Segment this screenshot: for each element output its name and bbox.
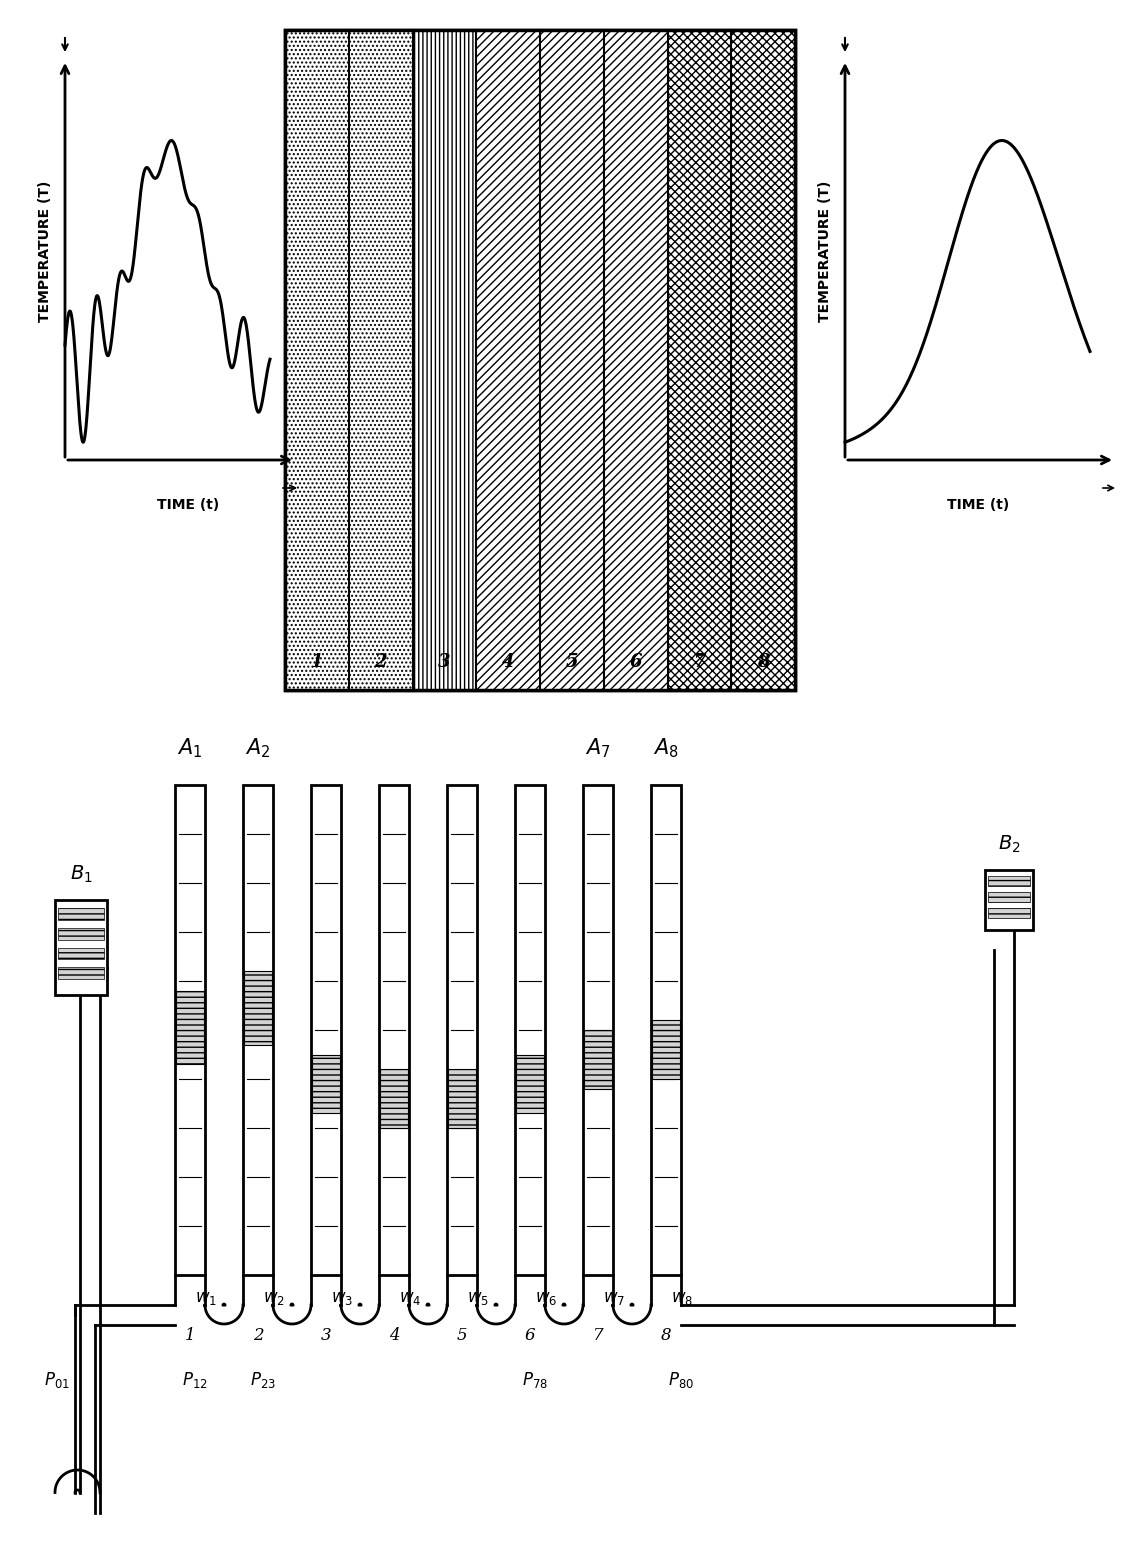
Bar [54, 900, 107, 995]
Text: 4: 4 [388, 1328, 400, 1343]
Text: 5: 5 [456, 1328, 468, 1343]
Bar [540, 30, 604, 690]
Bar [651, 786, 681, 1275]
Bar [285, 30, 348, 690]
Text: 2: 2 [253, 1328, 263, 1343]
Text: $w_5$: $w_5$ [466, 1290, 489, 1307]
Text: $P_{23}$: $P_{23}$ [250, 1370, 276, 1390]
Bar [311, 786, 340, 1275]
Text: $w_8$: $w_8$ [671, 1290, 693, 1307]
Bar [285, 30, 794, 690]
Text: $B_1$: $B_1$ [69, 864, 92, 886]
Bar [987, 892, 1029, 901]
Text: $A_7$: $A_7$ [586, 736, 611, 761]
Text: TIME (t): TIME (t) [948, 498, 1010, 512]
Bar [348, 30, 412, 690]
Bar [176, 990, 204, 1064]
Text: TEMPERATURE (T): TEMPERATURE (T) [37, 180, 52, 322]
Bar [604, 30, 667, 690]
Text: $w_4$: $w_4$ [400, 1290, 421, 1307]
Bar [987, 908, 1029, 917]
Bar [244, 972, 272, 1045]
Bar [516, 1054, 544, 1114]
Bar [58, 948, 104, 959]
Bar [58, 928, 104, 940]
Text: $w_2$: $w_2$ [263, 1290, 285, 1307]
Text: 1: 1 [185, 1328, 195, 1343]
Bar [651, 1020, 680, 1079]
Text: 7: 7 [693, 653, 706, 672]
Text: $A_1$: $A_1$ [177, 736, 203, 761]
Text: $w_3$: $w_3$ [331, 1290, 353, 1307]
Bar [379, 786, 409, 1275]
Text: $P_{78}$: $P_{78}$ [522, 1370, 548, 1390]
Text: 6: 6 [524, 1328, 536, 1343]
Bar [412, 30, 477, 690]
Text: 7: 7 [592, 1328, 604, 1343]
Bar [585, 1029, 612, 1089]
Bar [515, 786, 545, 1275]
Bar [731, 30, 794, 690]
Bar [243, 786, 274, 1275]
Text: $w_6$: $w_6$ [535, 1290, 557, 1307]
Text: 8: 8 [757, 653, 770, 672]
Text: 8: 8 [661, 1328, 671, 1343]
Bar [583, 786, 613, 1275]
Bar [447, 786, 477, 1275]
Text: 2: 2 [375, 653, 387, 672]
Text: $w_7$: $w_7$ [603, 1290, 625, 1307]
Text: $B_2$: $B_2$ [998, 834, 1020, 854]
Text: $A_8$: $A_8$ [653, 736, 679, 761]
Bar [58, 967, 104, 979]
Text: 6: 6 [630, 653, 642, 672]
Text: $P_{80}$: $P_{80}$ [669, 1370, 693, 1390]
Bar [448, 1070, 476, 1128]
Text: 5: 5 [565, 653, 578, 672]
Text: $w_1$: $w_1$ [195, 1290, 217, 1307]
Bar [667, 30, 731, 690]
Bar [987, 876, 1029, 886]
Bar [380, 1070, 407, 1128]
Text: $P_{12}$: $P_{12}$ [182, 1370, 208, 1390]
Text: TEMPERATURE (T): TEMPERATURE (T) [818, 180, 832, 322]
Text: 4: 4 [502, 653, 514, 672]
Text: 3: 3 [321, 1328, 331, 1343]
Text: TIME (t): TIME (t) [157, 498, 219, 512]
Bar [312, 1054, 340, 1114]
Bar [285, 30, 794, 690]
Bar [985, 870, 1033, 929]
Bar [58, 908, 104, 920]
Text: $P_{01}$: $P_{01}$ [44, 1370, 70, 1390]
Text: $A_2$: $A_2$ [245, 736, 270, 761]
Bar [477, 30, 540, 690]
Text: 1: 1 [311, 653, 323, 672]
Bar [175, 786, 205, 1275]
Text: 3: 3 [438, 653, 451, 672]
